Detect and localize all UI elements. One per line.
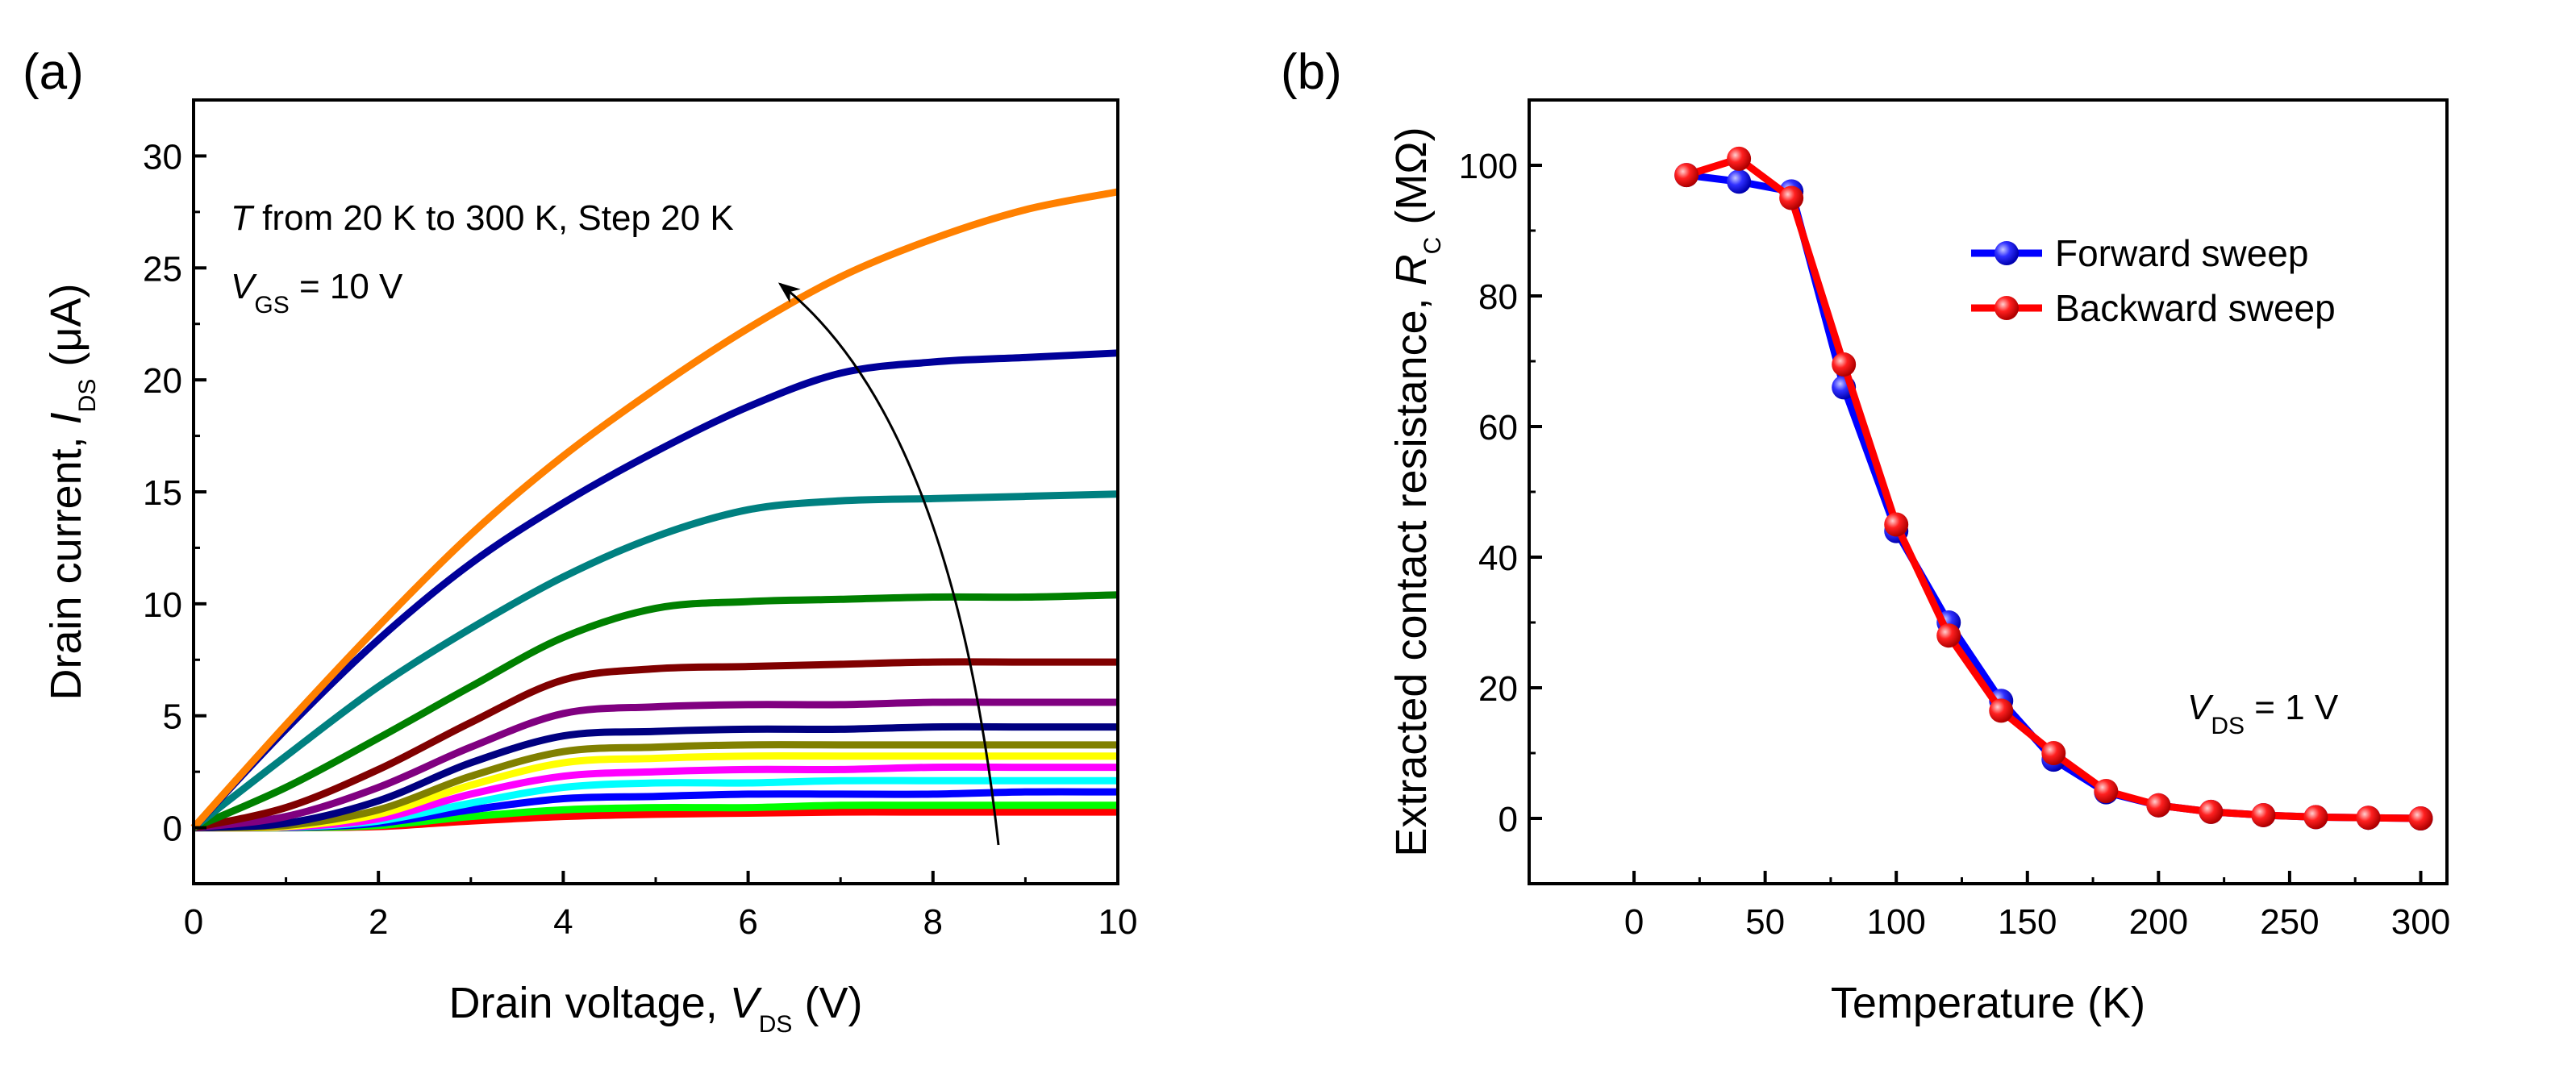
xlabel-sub: DS xyxy=(759,1011,793,1038)
a-x-tick-label: 10 xyxy=(1098,902,1138,942)
vds-sub: DS xyxy=(2211,713,2245,739)
annotation-sub-gs: GS xyxy=(254,292,289,318)
b-y-tick-label: 100 xyxy=(1459,147,1518,186)
xlabel-var: V xyxy=(730,979,763,1027)
b-x-tick-label: 150 xyxy=(1998,902,2057,942)
temperature-arrow xyxy=(777,282,1000,846)
a-y-tick-label: 10 xyxy=(143,585,182,625)
iv-curve-10 xyxy=(193,658,1118,831)
annotation-text-1: from 20 K to 300 K, Step 20 K xyxy=(252,198,734,238)
a-x-tick-label: 2 xyxy=(369,902,388,942)
b-y-tick-label: 80 xyxy=(1478,277,1518,317)
b-y-tick-label: 0 xyxy=(1498,800,1518,839)
iv-curve-7 xyxy=(193,741,1118,832)
a-x-tick-label: 0 xyxy=(184,902,203,942)
axes-ticks-a: 0 2 4 6 8 10 0 5 10 15 20 25 30 xyxy=(143,137,1137,942)
legend: Forward sweep Backward sweep xyxy=(1971,232,2336,329)
b-x-tick-label: 50 xyxy=(1745,902,1785,942)
ylabel-b-sub: C xyxy=(1419,237,1446,255)
y-axis-label-b: Extracted contact resistance, RC (MΩ) xyxy=(1387,127,1446,856)
panel-a-iv-curves: (a) 0 2 4 6 8 10 0 5 10 15 20 25 30 T from 20 K to 3… xyxy=(23,44,1137,1038)
b-x-tick-label: 250 xyxy=(2260,902,2319,942)
ylabel-b-prefix: Extracted contact resistance, xyxy=(1387,285,1436,856)
plot-frame-b xyxy=(1528,98,2449,885)
ylabel-b-var: R xyxy=(1387,254,1436,285)
backward-sweep-marker xyxy=(1779,185,1804,210)
legend-backward-sweep-marker xyxy=(1995,296,2019,320)
b-x-tick-label: 200 xyxy=(2129,902,2188,942)
ylabel-b-suffix: (MΩ) xyxy=(1387,127,1436,236)
y-axis-label-a: Drain current, IDS (μA) xyxy=(42,284,101,701)
xlabel-prefix: Drain voltage, xyxy=(449,979,730,1027)
b-y-tick-label: 60 xyxy=(1478,408,1518,448)
backward-sweep-marker xyxy=(2094,778,2119,803)
backward-sweep-marker xyxy=(1884,512,1909,537)
forward-sweep-marker xyxy=(1727,169,1752,194)
x-axis-label-a: Drain voltage, VDS (V) xyxy=(449,979,863,1038)
a-y-tick-label: 20 xyxy=(143,361,182,401)
backward-sweep-marker xyxy=(1674,163,1699,188)
backward-sweep-marker xyxy=(1936,623,1961,648)
backward-sweep-marker xyxy=(2251,802,2276,827)
axes-ticks-b: 0 50 100 150 200 250 300 0 20 40 60 80 100 xyxy=(1459,147,2451,942)
a-x-tick-label: 6 xyxy=(738,902,757,942)
legend-backward-sweep-label: Backward sweep xyxy=(2055,287,2336,329)
x-axis-label-b: Temperature (K) xyxy=(1831,979,2145,1027)
backward-sweep-marker xyxy=(2356,806,2381,830)
annotation-text-2: = 10 V xyxy=(290,267,403,306)
vds-var: V xyxy=(2187,688,2214,727)
a-x-tick-label: 8 xyxy=(923,902,943,942)
backward-sweep-marker xyxy=(2408,806,2433,830)
a-y-tick-label: 5 xyxy=(163,697,182,737)
vds-annotation: VDS = 1 V xyxy=(2187,688,2339,739)
panel-b-contact-resistance: (b) 0 50 100 150 200 250 300 0 20 40 60 80 100 Forwa… xyxy=(1281,44,2450,1027)
annotation-var-v: V xyxy=(231,267,257,306)
panel-a-label: (a) xyxy=(23,44,84,100)
backward-sweep-marker xyxy=(1727,146,1752,171)
ylabel-var: I xyxy=(42,412,90,424)
resistance-series xyxy=(1674,146,2433,830)
legend-forward-sweep-marker xyxy=(1995,241,2019,265)
backward-sweep-marker xyxy=(1989,698,2014,723)
iv-curve-12 xyxy=(191,490,1119,831)
legend-forward-sweep-label: Forward sweep xyxy=(2055,232,2308,274)
iv-curves xyxy=(190,188,1119,832)
backward-sweep-marker xyxy=(2199,799,2224,824)
backward-sweep-marker xyxy=(2146,793,2171,818)
panel-b-label: (b) xyxy=(1281,44,1342,100)
b-y-tick-label: 40 xyxy=(1478,539,1518,578)
backward-sweep-marker xyxy=(2041,741,2066,765)
iv-curve-8 xyxy=(193,722,1118,832)
ylabel-prefix: Drain current, xyxy=(42,424,90,700)
vds-text: = 1 V xyxy=(2245,688,2339,727)
b-x-tick-label: 0 xyxy=(1624,902,1644,942)
a-y-tick-label: 15 xyxy=(143,473,182,513)
backward-sweep-marker xyxy=(1832,352,1857,377)
ylabel-suffix: (μA) xyxy=(42,284,90,379)
iv-curve-14 xyxy=(190,188,1119,830)
a-y-tick-label: 30 xyxy=(143,137,182,177)
temperature-annotation: T from 20 K to 300 K, Step 20 K xyxy=(231,198,734,238)
xlabel-suffix: (V) xyxy=(792,979,862,1027)
iv-curve-13 xyxy=(190,349,1119,830)
a-y-tick-label: 0 xyxy=(163,810,182,849)
b-x-tick-label: 300 xyxy=(2391,902,2450,942)
vgs-annotation: VGS = 10 V xyxy=(231,267,403,318)
ylabel-sub: DS xyxy=(74,379,101,413)
backward-sweep-marker xyxy=(2303,805,2328,830)
annotation-var-t: T xyxy=(231,198,255,238)
b-x-tick-label: 100 xyxy=(1866,902,1925,942)
b-y-tick-label: 20 xyxy=(1478,669,1518,709)
a-y-tick-label: 25 xyxy=(143,249,182,289)
a-x-tick-label: 4 xyxy=(553,902,573,942)
iv-curve-9 xyxy=(193,698,1118,832)
